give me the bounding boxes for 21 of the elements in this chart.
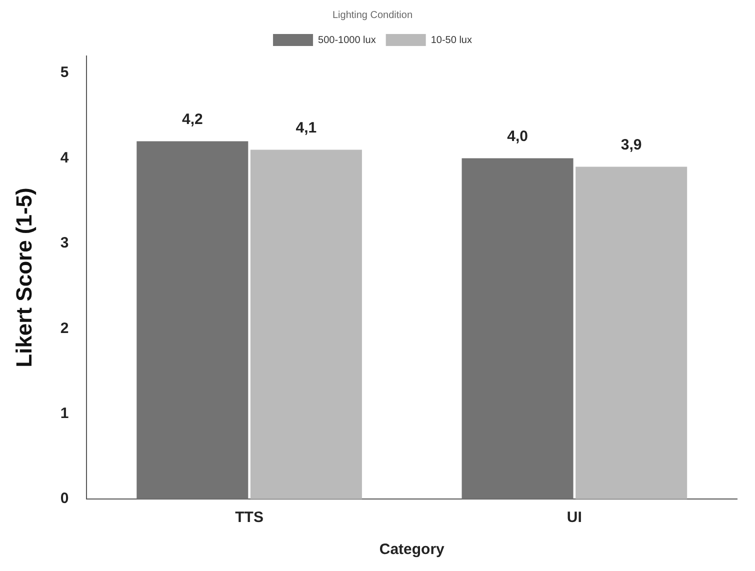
y-tick-label: 0: [60, 490, 69, 508]
data-label: 4,2: [182, 110, 203, 128]
bar: [250, 150, 362, 499]
y-tick-label: 5: [60, 64, 69, 82]
bar: [462, 158, 574, 499]
y-tick-label: 2: [60, 320, 69, 337]
data-label: 3,9: [620, 136, 642, 154]
bar: [136, 141, 248, 499]
legend-label: 500-1000 lux: [318, 34, 376, 46]
legend-title: Lighting Condition: [332, 10, 413, 21]
x-tick-label: TTS: [235, 509, 264, 526]
data-label: 4,0: [507, 128, 528, 145]
bar: [576, 166, 688, 499]
y-axis-title: Likert Score (1-5): [11, 188, 36, 368]
data-label: 4,1: [296, 119, 317, 136]
x-axis-title: Category: [379, 541, 446, 558]
y-tick-label: 1: [60, 404, 69, 422]
y-tick-label: 3: [60, 234, 69, 252]
legend-label: 10-50 lux: [430, 34, 472, 46]
x-tick-label: UI: [566, 509, 582, 526]
y-tick-label: 4: [60, 149, 70, 166]
